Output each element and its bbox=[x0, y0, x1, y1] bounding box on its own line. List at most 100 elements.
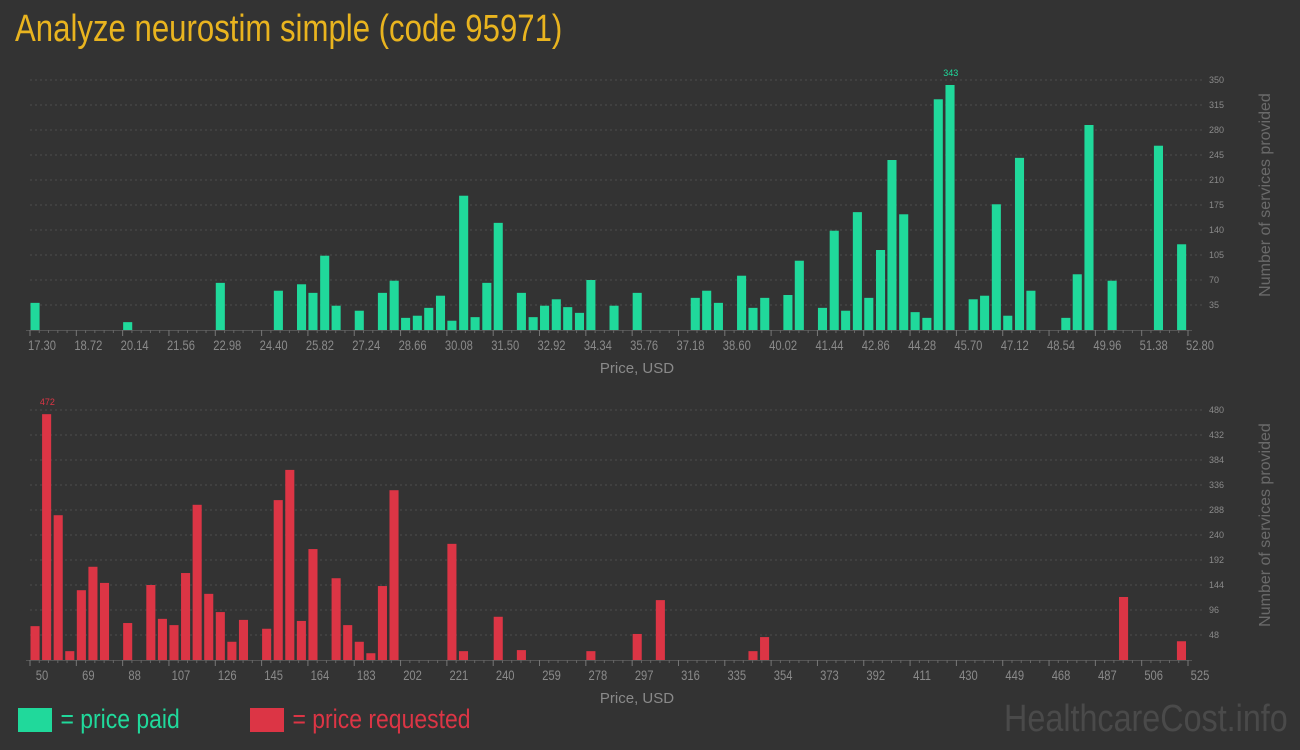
requested-bar bbox=[157, 618, 167, 660]
paid-bar bbox=[876, 250, 886, 330]
requested-bar bbox=[88, 566, 98, 660]
paid-bar bbox=[320, 255, 330, 330]
requested-bar bbox=[586, 651, 596, 660]
requested-x-tick-label: 183 bbox=[357, 668, 376, 683]
requested-bar bbox=[262, 628, 272, 660]
paid-bar bbox=[760, 297, 770, 330]
paid-bar bbox=[1177, 244, 1187, 330]
paid-x-tick-label: 28.66 bbox=[399, 338, 427, 353]
requested-bar bbox=[377, 586, 387, 660]
requested-bar bbox=[227, 641, 237, 660]
legend-requested-swatch bbox=[250, 707, 284, 732]
requested-bar bbox=[99, 582, 110, 660]
paid-bar bbox=[1061, 317, 1071, 330]
paid-x-tick-label: 21.56 bbox=[167, 338, 195, 353]
paid-x-tick-label: 48.54 bbox=[1047, 338, 1075, 353]
paid-bar bbox=[493, 222, 503, 330]
legend-paid: = price paid bbox=[18, 704, 180, 735]
paid-x-tick-label: 45.70 bbox=[954, 338, 982, 353]
requested-x-tick-label: 164 bbox=[311, 668, 330, 683]
paid-bar bbox=[690, 297, 700, 330]
requested-y-tick-label: 384 bbox=[1209, 455, 1224, 465]
requested-bar bbox=[389, 490, 399, 660]
requested-bar bbox=[146, 585, 156, 660]
paid-x-tick-label: 42.86 bbox=[862, 338, 890, 353]
requested-x-tick-label: 392 bbox=[866, 668, 885, 683]
watermark-logo: HealthcareCost.info bbox=[1004, 698, 1288, 740]
paid-bar bbox=[817, 307, 828, 330]
paid-bar bbox=[297, 284, 307, 330]
requested-max-data-label: 472 bbox=[40, 397, 55, 407]
requested-bar bbox=[366, 653, 376, 660]
paid-x-tick-label: 52.80 bbox=[1186, 338, 1214, 353]
paid-x-tick-label: 31.50 bbox=[491, 338, 519, 353]
paid-bar bbox=[482, 282, 492, 330]
requested-bar bbox=[123, 623, 133, 660]
paid-bar bbox=[586, 280, 596, 330]
requested-bar bbox=[30, 626, 40, 660]
paid-bar bbox=[459, 195, 469, 330]
paid-x-tick-label: 44.28 bbox=[908, 338, 936, 353]
paid-bar bbox=[551, 299, 561, 330]
requested-x-tick-label: 202 bbox=[403, 668, 422, 683]
requested-bar bbox=[273, 500, 283, 660]
paid-bar bbox=[1014, 157, 1025, 330]
requested-y-tick-label: 288 bbox=[1209, 505, 1224, 515]
legend-requested-label: = price requested bbox=[292, 704, 471, 734]
paid-bar bbox=[424, 307, 434, 330]
requested-x-tick-label: 316 bbox=[681, 668, 700, 683]
paid-bar bbox=[899, 214, 909, 330]
paid-x-tick-label: 38.60 bbox=[723, 338, 751, 353]
requested-bar bbox=[331, 578, 341, 660]
paid-x-tick-label: 41.44 bbox=[815, 338, 843, 353]
requested-x-tick-label: 145 bbox=[264, 668, 283, 683]
requested-bar bbox=[76, 590, 86, 660]
legend-paid-label: = price paid bbox=[60, 704, 180, 734]
requested-bar bbox=[354, 641, 364, 660]
paid-bar bbox=[470, 317, 480, 330]
requested-bar bbox=[447, 543, 457, 660]
requested-bar bbox=[1119, 596, 1129, 660]
requested-bar bbox=[65, 651, 75, 660]
paid-bar bbox=[273, 290, 283, 330]
paid-x-tick-label: 17.30 bbox=[28, 338, 56, 353]
paid-bar bbox=[331, 305, 341, 330]
requested-bar bbox=[181, 573, 191, 660]
requested-bar bbox=[296, 620, 306, 660]
paid-bar bbox=[748, 307, 758, 330]
paid-x-tick-label: 49.96 bbox=[1093, 338, 1121, 353]
paid-y-tick-label: 140 bbox=[1209, 225, 1224, 235]
paid-bar bbox=[1072, 274, 1082, 330]
paid-y-axis-title: Number of services provided bbox=[1257, 93, 1274, 297]
paid-bar bbox=[30, 302, 40, 330]
requested-x-tick-label: 449 bbox=[1005, 668, 1024, 683]
requested-x-tick-label: 278 bbox=[589, 668, 608, 683]
requested-y-tick-label: 432 bbox=[1209, 430, 1224, 440]
paid-bar bbox=[702, 290, 712, 330]
paid-bar bbox=[1003, 315, 1013, 330]
page-title: Analyze neurostim simple (code 95971) bbox=[15, 8, 563, 50]
requested-x-tick-label: 126 bbox=[218, 668, 237, 683]
requested-bar bbox=[42, 414, 52, 660]
requested-x-tick-label: 88 bbox=[128, 668, 140, 683]
requested-x-tick-label: 107 bbox=[172, 668, 191, 683]
paid-bar bbox=[945, 85, 955, 330]
paid-x-tick-label: 24.40 bbox=[260, 338, 288, 353]
paid-y-tick-label: 315 bbox=[1209, 100, 1224, 110]
paid-bar bbox=[1153, 145, 1164, 330]
paid-x-tick-label: 18.72 bbox=[74, 338, 102, 353]
requested-bar bbox=[204, 593, 214, 660]
requested-bar bbox=[169, 625, 179, 660]
requested-y-tick-label: 96 bbox=[1209, 605, 1219, 615]
paid-bar bbox=[910, 312, 920, 330]
requested-x-tick-label: 50 bbox=[36, 668, 48, 683]
paid-bar bbox=[563, 307, 573, 330]
paid-bar bbox=[377, 292, 387, 330]
paid-bar bbox=[516, 292, 526, 330]
paid-bar bbox=[737, 275, 747, 330]
requested-x-tick-label: 240 bbox=[496, 668, 515, 683]
paid-y-tick-label: 35 bbox=[1209, 300, 1219, 310]
legend-requested: = price requested bbox=[250, 704, 470, 735]
paid-bar bbox=[991, 204, 1001, 330]
